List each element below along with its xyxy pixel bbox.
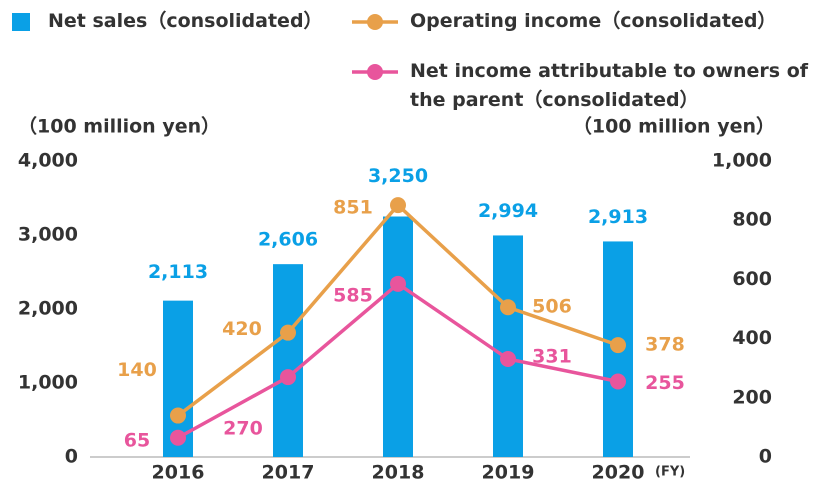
line-value-label: 506 — [532, 296, 572, 318]
y-tick-label: 4,000 — [18, 150, 78, 172]
legend-marker-dot — [367, 14, 383, 30]
legend-marker-dot — [367, 64, 383, 80]
line-point — [280, 369, 296, 386]
bar — [273, 264, 303, 457]
bar-value-label: 3,250 — [368, 165, 428, 187]
y2-tick-label: 0 — [759, 446, 772, 468]
x-tick-label: 2019 — [482, 462, 535, 484]
line-point — [280, 324, 296, 341]
legend-label: Operating income（consolidated） — [410, 10, 777, 32]
y-axis-title: （100 million yen） — [18, 115, 220, 138]
line-point — [170, 407, 186, 424]
bar — [493, 235, 523, 457]
bar-value-label: 2,606 — [258, 229, 318, 251]
line-value-label: 331 — [532, 346, 572, 368]
x-tick-label: 2020 — [592, 462, 645, 484]
line-value-label: 65 — [124, 429, 150, 451]
line-point — [500, 351, 516, 368]
legend-label: Net income attributable to owners of the… — [410, 60, 809, 111]
bar-value-label: 2,113 — [148, 261, 208, 283]
y2-tick-label: 400 — [732, 327, 772, 349]
y2-tick-label: 200 — [732, 386, 772, 408]
y2-axis-title: （100 million yen） — [573, 115, 775, 138]
line-point — [610, 373, 626, 390]
y-tick-label: 2,000 — [18, 298, 78, 320]
x-tick-label: 2018 — [372, 462, 425, 484]
line-point — [390, 275, 406, 292]
legend-label: Net sales（consolidated） — [48, 10, 323, 32]
y2-tick-label: 800 — [732, 209, 772, 231]
line-value-label: 255 — [645, 372, 685, 394]
line-value-label: 585 — [333, 284, 373, 306]
line-value-label: 420 — [222, 318, 262, 340]
line-point — [390, 197, 406, 214]
line-point — [170, 429, 186, 446]
line-point — [610, 337, 626, 354]
bar — [383, 216, 413, 457]
y-tick-label: 1,000 — [18, 372, 78, 394]
x-tick-label: 2016 — [152, 462, 205, 484]
y2-tick-label: 600 — [732, 268, 772, 290]
bar-value-label: 2,913 — [588, 206, 648, 228]
line-value-label: 270 — [223, 418, 263, 440]
line-value-label: 140 — [117, 359, 157, 381]
line-value-label: 378 — [645, 334, 685, 356]
y-tick-label: 0 — [65, 446, 78, 468]
line-value-label: 851 — [333, 197, 373, 219]
bar-value-label: 2,994 — [478, 200, 538, 222]
y-tick-label: 3,000 — [18, 224, 78, 246]
line-point — [500, 299, 516, 316]
y2-tick-label: 1,000 — [712, 150, 772, 172]
x-unit-label: (FY) — [655, 465, 685, 480]
x-tick-label: 2017 — [262, 462, 315, 484]
legend-marker — [12, 13, 30, 31]
